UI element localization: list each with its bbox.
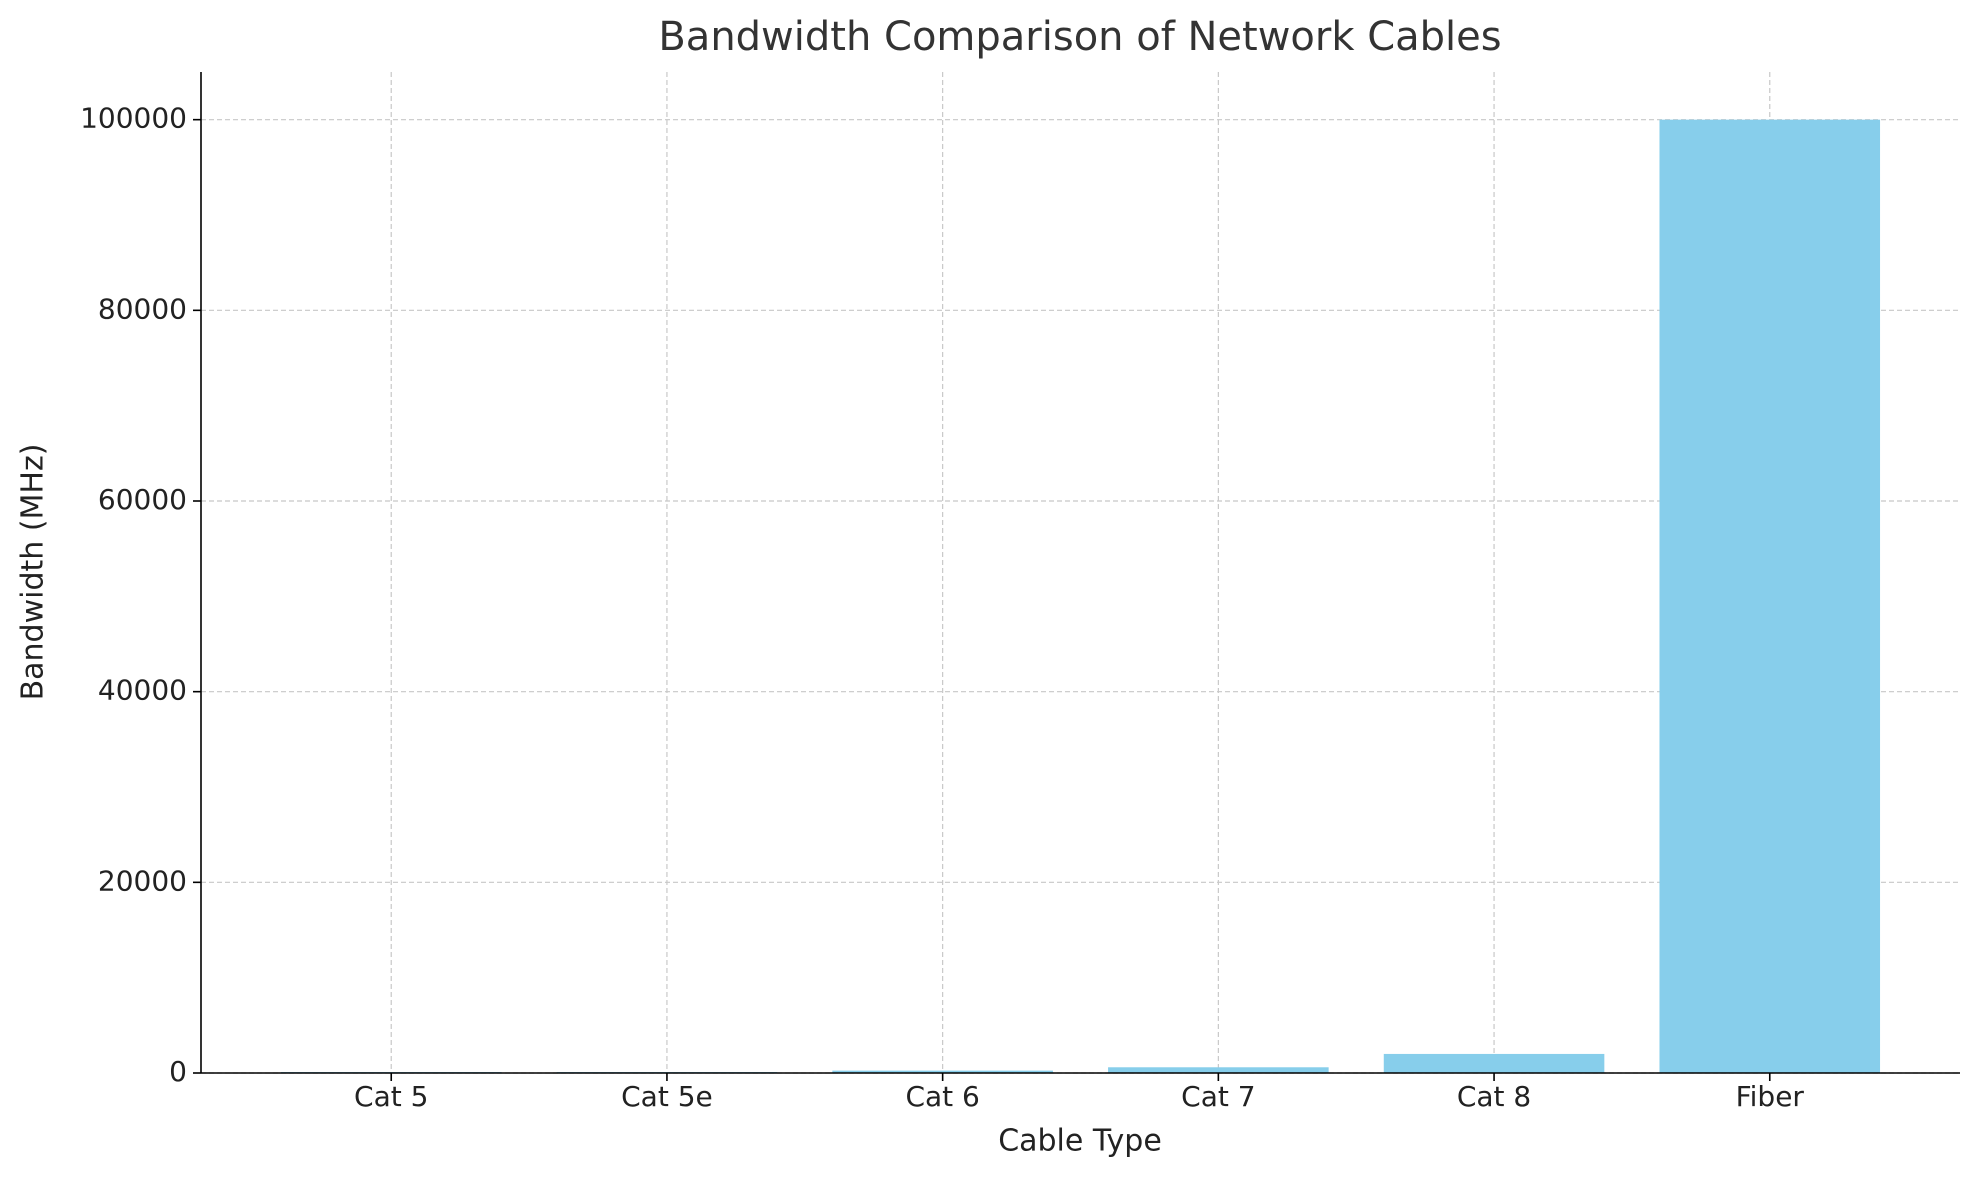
x-tick-label: Cat 8 <box>1457 1080 1531 1113</box>
y-tick-label: 40000 <box>98 674 187 707</box>
bar <box>1659 119 1881 1073</box>
y-tick-label: 80000 <box>98 292 187 325</box>
x-tick-label: Fiber <box>1736 1080 1805 1113</box>
y-tick-label: 0 <box>169 1055 187 1088</box>
y-tick-label: 100000 <box>80 102 187 135</box>
x-tick-label: Cat 6 <box>905 1080 979 1113</box>
bar <box>1108 1067 1329 1073</box>
x-tick-label: Cat 7 <box>1181 1080 1255 1113</box>
bar <box>832 1070 1053 1073</box>
y-tick-label: 60000 <box>98 483 187 516</box>
x-tick-label: Cat 5e <box>621 1080 713 1113</box>
y-axis-title: Bandwidth (MHz) <box>16 444 51 701</box>
bar <box>1383 1053 1605 1073</box>
y-tick-label: 20000 <box>98 864 187 897</box>
x-axis-title: Cable Type <box>998 1124 1162 1159</box>
chart-title: Bandwidth Comparison of Network Cables <box>658 14 1501 60</box>
x-tick-label: Cat 5 <box>354 1080 428 1113</box>
